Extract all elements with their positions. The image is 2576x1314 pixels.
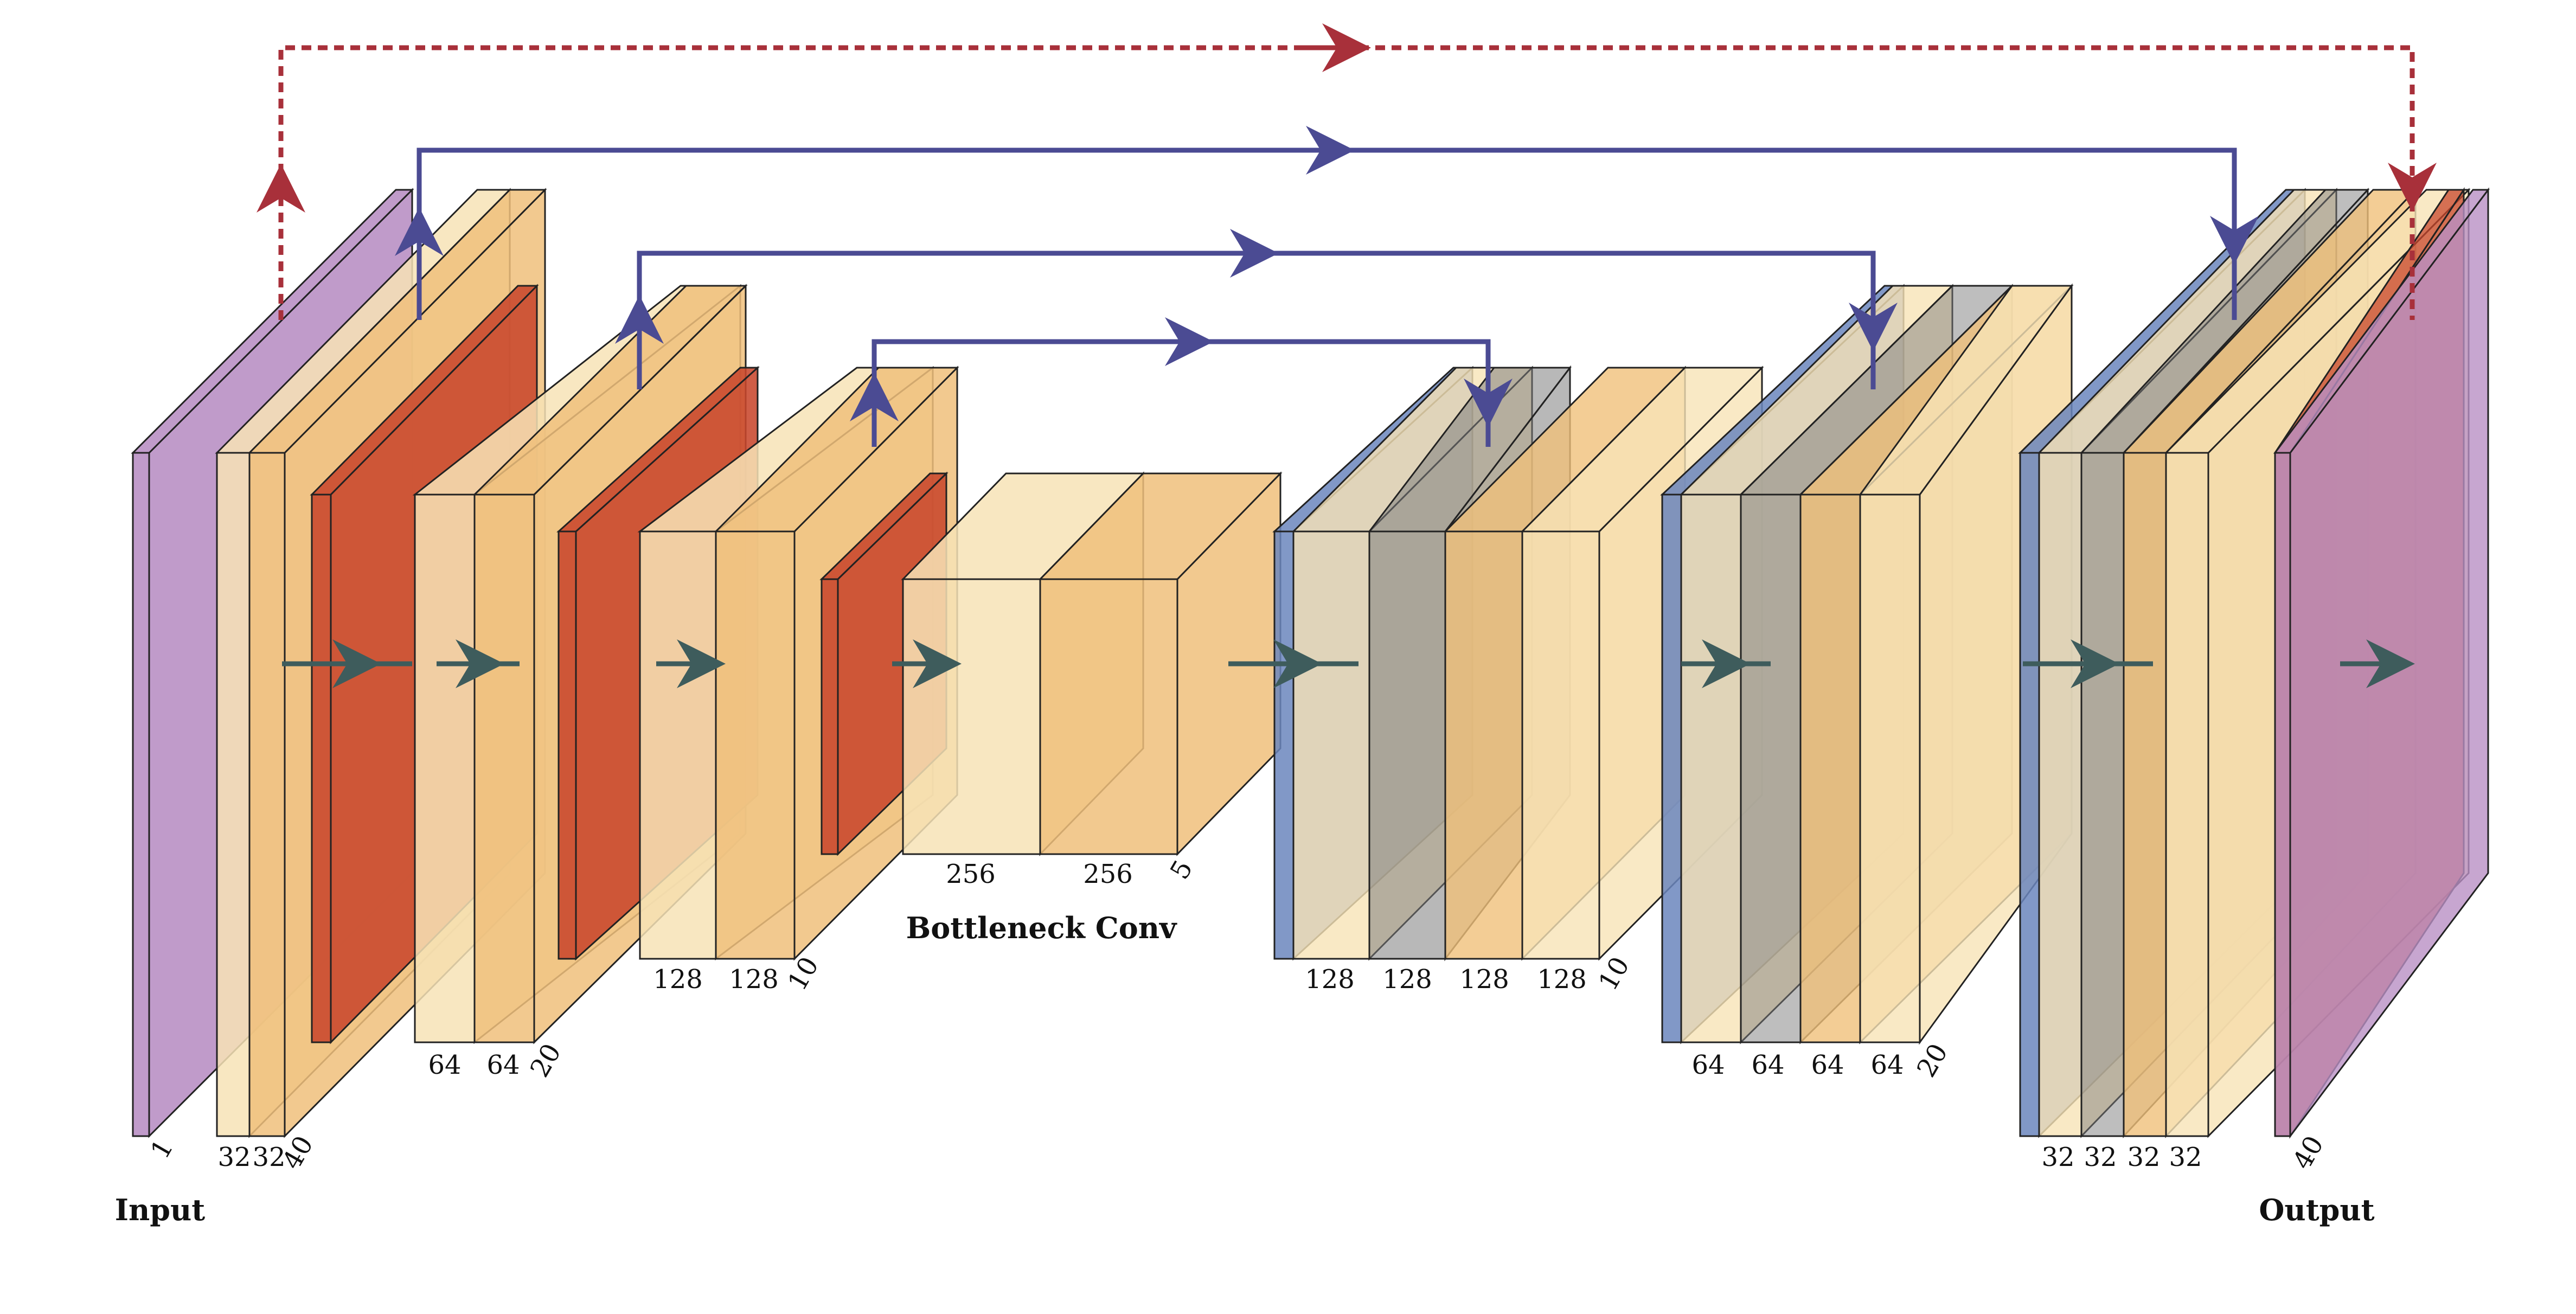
- bottleneck-depth-label: 5: [1164, 855, 1199, 884]
- enc2-width-label: 64: [486, 1050, 520, 1080]
- dec2-conv3-front: [1859, 493, 1921, 1043]
- layer-blocks: [131, 187, 2490, 1139]
- bottleneck-width-label: 256: [946, 859, 996, 889]
- enc3-pool-front: [821, 578, 839, 855]
- enc1-pool-front: [311, 493, 332, 1043]
- bottleneck-conv1-front: [902, 578, 1041, 855]
- enc3-conv2-front: [715, 530, 796, 960]
- dec3-conv3-front: [1521, 530, 1600, 960]
- bottleneck-caption: Bottleneck Conv: [906, 911, 1177, 945]
- input-plane-front: [132, 452, 150, 1137]
- dec1-conv3-front: [2165, 452, 2209, 1137]
- dec1-concat-front: [2019, 452, 2040, 1137]
- bottleneck-width-label: 256: [1083, 859, 1133, 889]
- enc1-conv1-front: [216, 452, 251, 1137]
- dec3-width-label: 128: [1305, 964, 1355, 995]
- dec2-width-label: 64: [1691, 1050, 1725, 1080]
- skip-connections: [257, 23, 2437, 447]
- bottleneck-conv2-front: [1039, 578, 1178, 855]
- dec3-unpool-front: [1368, 530, 1446, 960]
- enc3-width-label: 128: [653, 964, 703, 995]
- dec3-conv1-front: [1292, 530, 1370, 960]
- enc1-conv2-front: [248, 452, 286, 1137]
- dec2-conv2-front: [1799, 493, 1861, 1043]
- dec2-width-label: 64: [1811, 1050, 1844, 1080]
- dec1-unpool-front: [2080, 452, 2125, 1137]
- dec3-width-label: 128: [1382, 964, 1432, 995]
- enc1-width-label: 32: [252, 1142, 285, 1172]
- enc2-width-label: 64: [428, 1050, 461, 1080]
- dec3-width-label: 128: [1537, 964, 1587, 995]
- dec2-width-label: 64: [1870, 1050, 1904, 1080]
- dec2-unpool-front: [1740, 493, 1802, 1043]
- enc2-depth-label: 20: [524, 1039, 567, 1082]
- enc3-conv1-front: [639, 530, 717, 960]
- dec1-width-label: 32: [2169, 1142, 2202, 1172]
- dec3-conv2-front: [1444, 530, 1523, 960]
- dec1-conv2-front: [2123, 452, 2167, 1137]
- dec1-conv1-front: [2038, 452, 2082, 1137]
- enc3-width-label: 128: [729, 964, 779, 995]
- enc2-conv2-front: [473, 493, 535, 1043]
- residual-connection-line: [278, 45, 2415, 320]
- dec1-width-label: 32: [2084, 1142, 2117, 1172]
- input-depth-label: 1: [145, 1134, 180, 1164]
- dec3-width-label: 128: [1459, 964, 1509, 995]
- output-caption: Output: [2259, 1193, 2374, 1227]
- dec2-conv1-front: [1680, 493, 1742, 1043]
- input-caption: Input: [115, 1193, 206, 1227]
- dec2-width-label: 64: [1751, 1050, 1784, 1080]
- enc2-conv1-front: [414, 493, 476, 1043]
- enc2-pool-front: [558, 530, 577, 960]
- dec1-width-label: 32: [2127, 1142, 2160, 1172]
- output-depth-label: 40: [2287, 1131, 2330, 1175]
- dec1-width-label: 32: [2041, 1142, 2074, 1172]
- output-plane-front: [2274, 452, 2291, 1137]
- dec2-concat-front: [1661, 493, 1682, 1043]
- enc1-width-label: 32: [217, 1142, 251, 1172]
- dec2-depth-label: 20: [1911, 1039, 1954, 1082]
- captions: Input Bottleneck Conv Output: [115, 911, 2375, 1227]
- dec3-concat-front: [1273, 530, 1295, 960]
